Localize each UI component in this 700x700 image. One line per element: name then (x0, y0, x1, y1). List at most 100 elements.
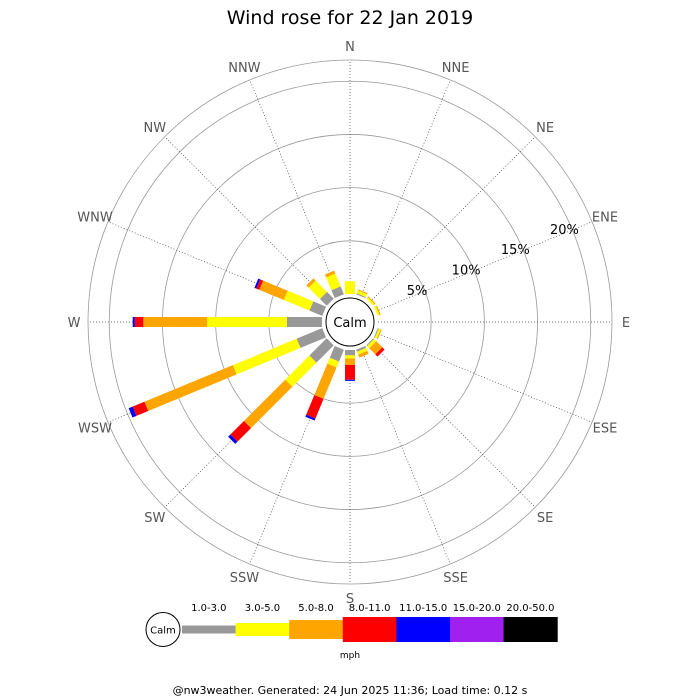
bar-segment-nne-2 (357, 289, 368, 295)
bar-ssw (305, 345, 344, 421)
bar-segment-sw-4 (228, 434, 238, 444)
bar-segment-w-0 (286, 317, 322, 327)
bar-segment-w-3 (134, 317, 144, 327)
chart-title: Wind rose for 22 Jan 2019 (227, 7, 474, 29)
bar-segment-ene-2 (375, 305, 381, 316)
bar-segment-nw-2 (306, 278, 316, 288)
bar-segment-wnw-4 (254, 278, 261, 289)
bar-segment-sw-0 (309, 338, 334, 363)
direction-label-se: SE (537, 511, 553, 526)
legend-calm-label: Calm (150, 626, 176, 637)
bar-segment-sw-1 (285, 355, 317, 387)
spoke-nw (164, 136, 331, 303)
legend-label-3: 8.0-11.0 (349, 603, 391, 614)
direction-label-n: N (345, 40, 355, 55)
direction-label-nw: NW (144, 121, 167, 136)
bar-segment-ese-0 (373, 328, 379, 338)
bar-segment-nne-0 (356, 293, 366, 299)
bar-segment-ssw-3 (306, 395, 324, 419)
legend-label-2: 5.0-8.0 (298, 603, 333, 614)
bar-segment-nw-1 (308, 280, 327, 299)
bar-segment-ssw-0 (329, 345, 344, 362)
calm-label: Calm (333, 316, 366, 331)
legend-label-6: 20.0-50.0 (506, 603, 554, 614)
bar-segment-ne-2 (367, 296, 376, 305)
bar-segment-ssw-4 (305, 414, 316, 421)
bar-nw (306, 278, 334, 306)
bar-segment-sw-2 (243, 379, 293, 429)
bar-nnw (324, 270, 344, 299)
legend-swatch-5 (450, 617, 505, 642)
direction-label-s: S (346, 592, 354, 607)
bar-segment-w-4 (132, 317, 135, 327)
bar-segment-ssw-2 (314, 363, 337, 399)
bar-segment-nw-0 (319, 291, 334, 306)
bar-n (345, 281, 355, 294)
bar-segment-ne-1 (366, 297, 375, 306)
bar-wnw (254, 278, 327, 316)
legend-swatch-0 (182, 625, 237, 634)
bar-segment-wnw-1 (283, 290, 314, 311)
bar-sse (356, 345, 369, 358)
bar-segment-wsw-4 (128, 406, 137, 418)
direction-label-sse: SSE (443, 571, 468, 586)
direction-label-sw: SW (144, 511, 165, 526)
bar-segment-se-3 (375, 347, 385, 357)
bar-w (132, 317, 322, 327)
legend-label-4: 11.0-15.0 (399, 603, 447, 614)
legend-label-1: 3.0-5.0 (245, 603, 280, 614)
direction-label-nnw: NNW (228, 61, 260, 76)
legend-swatch-1 (235, 623, 290, 636)
spoke-ne (369, 136, 536, 303)
bar-segment-ese-2 (376, 329, 382, 339)
spoke-se (369, 341, 536, 508)
direction-label-e: E (622, 316, 630, 331)
legend-swatch-3 (342, 617, 397, 642)
spoke-sse (360, 347, 451, 565)
bar-s (345, 350, 355, 381)
radial-label-5: 5% (407, 284, 428, 299)
bar-segment-nnw-1 (326, 273, 341, 291)
direction-label-ene: ENE (592, 210, 618, 225)
speed-legend: Calm 1.0-3.0 3.0-5.0 5.0-8.0 8.0-11.0 11.0-15… (145, 603, 558, 647)
bar-segment-wsw-1 (232, 338, 301, 375)
legend-swatch-4 (396, 617, 451, 642)
bar-segment-ene-1 (373, 305, 380, 316)
direction-label-w: W (68, 316, 81, 331)
direction-bars (128, 270, 385, 444)
footer-text: @nw3weather. Generated: 24 Jun 2025 11:3… (173, 684, 528, 697)
bar-segment-wsw-2 (144, 365, 237, 412)
calm-center: Calm (325, 297, 375, 347)
radial-label-20: 20% (550, 223, 579, 238)
bar-segment-sse-2 (358, 350, 369, 358)
bar-segment-w-2 (143, 317, 208, 327)
bar-nne (356, 289, 368, 299)
direction-label-nne: NNE (442, 61, 470, 76)
bar-segment-se-0 (366, 338, 375, 347)
direction-label-wnw: WNW (77, 210, 113, 225)
bar-segment-s-3 (345, 364, 355, 380)
radial-label-15: 15% (501, 243, 530, 258)
bar-ese (373, 328, 382, 339)
spoke-ene (375, 221, 593, 312)
bar-ne (366, 296, 376, 306)
bar-segment-nnw-0 (331, 286, 344, 299)
bar-segment-s-1 (345, 355, 355, 359)
bar-segment-sse-0 (356, 345, 367, 352)
bar-se (366, 338, 385, 357)
legend-calm-circle (145, 612, 181, 647)
spoke-ese (375, 332, 593, 423)
bar-ene (373, 305, 381, 316)
bar-segment-wnw-3 (256, 279, 264, 290)
polar-grid: N NNE NE ENE E ESE SE SSE S SSW SW WSW W WNW NW NNW 5% 10… (68, 40, 631, 607)
bar-segment-se-1 (367, 339, 377, 349)
bar-segment-ssw-1 (327, 357, 340, 368)
bar-segment-ese-1 (374, 328, 381, 339)
bar-wsw (128, 328, 327, 418)
bar-segment-sse-1 (356, 347, 368, 355)
bar-segment-s-2 (345, 358, 355, 365)
bar-segment-nnw-2 (324, 270, 336, 278)
bar-segment-nne-1 (356, 290, 367, 298)
calm-circle (325, 297, 375, 347)
